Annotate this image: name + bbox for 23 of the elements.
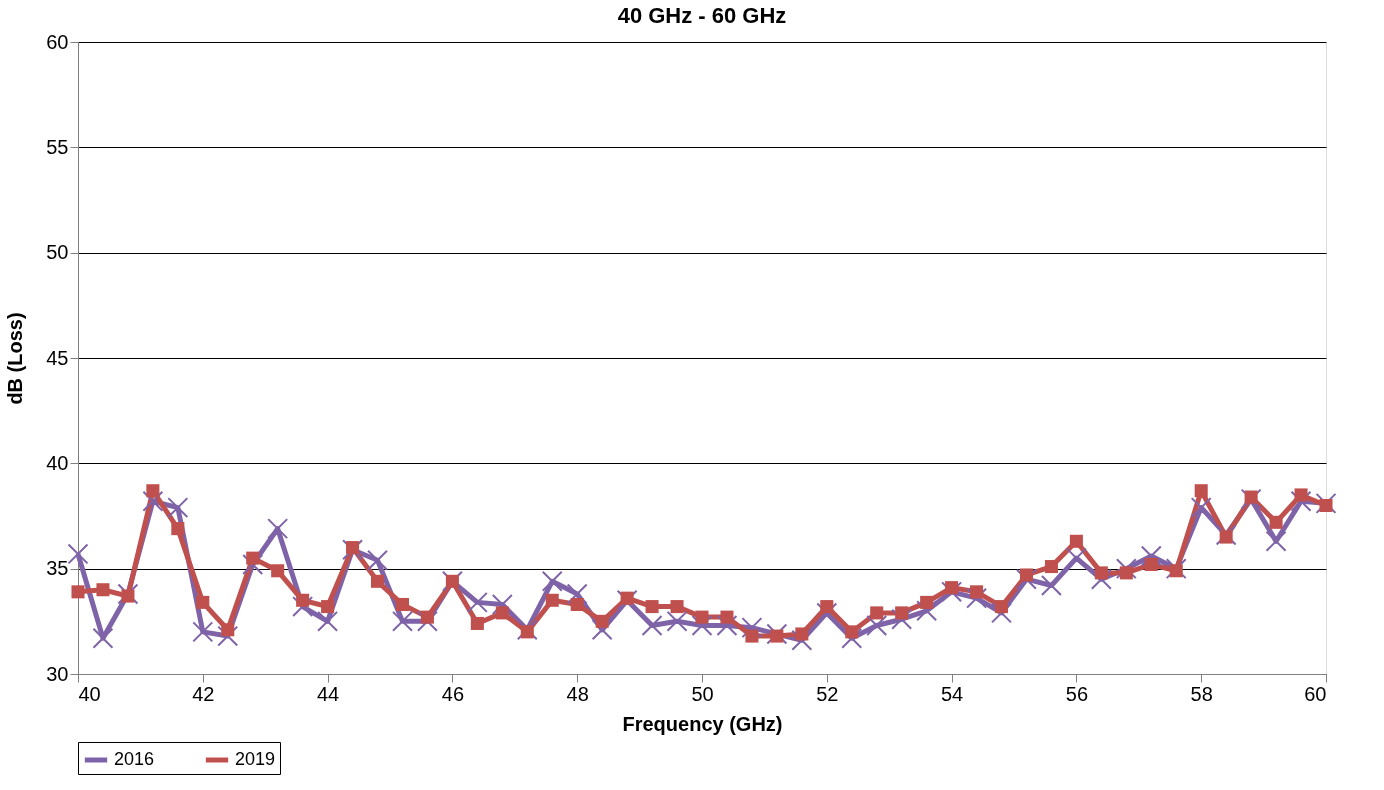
x-tick-label: 44: [316, 682, 340, 705]
x-tick-label: 58: [1190, 682, 1213, 705]
y-tick-label: 60: [46, 30, 69, 53]
x-tick-label: 48: [566, 682, 589, 705]
x-tick-label: 54: [940, 682, 964, 705]
y-tick-label: 35: [46, 557, 69, 580]
x-tick-label: 52: [816, 682, 839, 705]
x-tick-label: 50: [691, 682, 714, 705]
x-tick-label: 42: [192, 682, 215, 705]
y-tick-label: 50: [46, 241, 69, 264]
y-tick-label: 30: [46, 662, 69, 685]
y-tick-label: 45: [46, 346, 69, 369]
legend-label: 2019: [235, 749, 276, 769]
chart-title: 40 GHz - 60 GHz: [617, 3, 787, 28]
x-tick-label: 56: [1065, 682, 1089, 705]
y-tick-label: 40: [46, 451, 69, 474]
legend-label: 2016: [114, 749, 155, 769]
y-tick-label: 55: [46, 135, 69, 158]
x-axis-title: Frequency (GHz): [622, 712, 783, 735]
x-tick-label: 40: [78, 682, 101, 705]
x-tick-label: 46: [441, 682, 465, 705]
x-tick-label: 60: [1304, 682, 1327, 705]
y-axis-title: dB (Loss): [4, 312, 27, 405]
